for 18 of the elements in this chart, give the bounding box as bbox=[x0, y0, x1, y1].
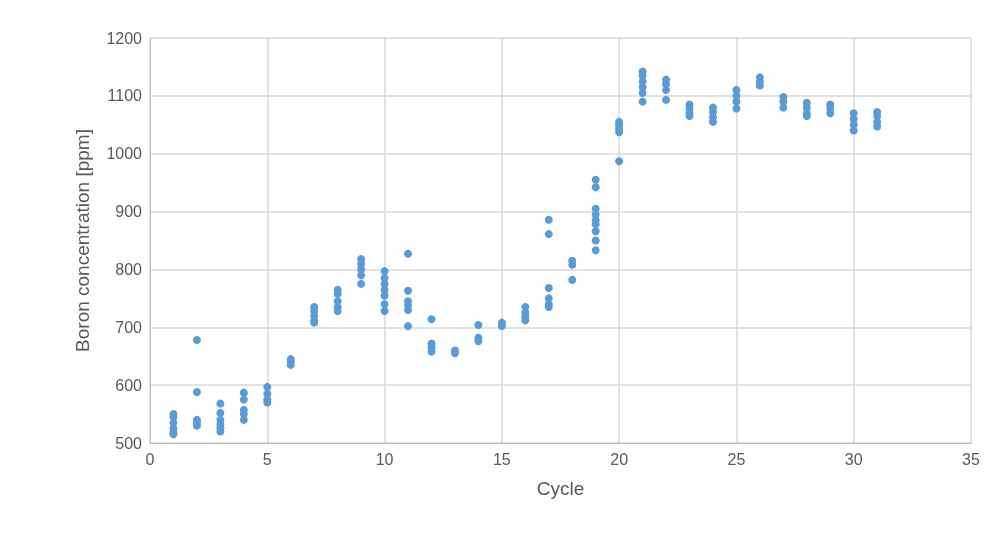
x-tick-label: 25 bbox=[727, 450, 746, 468]
x-tick-label: 0 bbox=[145, 450, 155, 468]
y-tick-label: 700 bbox=[115, 318, 143, 336]
y-tick-label: 500 bbox=[115, 434, 143, 452]
x-tick-label: 20 bbox=[610, 450, 629, 468]
x-tick-label: 30 bbox=[844, 450, 863, 468]
y-tick-label: 600 bbox=[115, 376, 143, 394]
x-tick-label: 15 bbox=[492, 450, 511, 468]
y-tick-label: 800 bbox=[115, 260, 143, 278]
y-tick-label: 1100 bbox=[107, 87, 143, 105]
x-tick-label: 35 bbox=[962, 450, 980, 468]
x-axis-title: Cycle bbox=[536, 478, 585, 499]
x-tick-label: 10 bbox=[375, 450, 394, 468]
y-axis-title: Boron concentration [ppm] bbox=[72, 129, 93, 352]
x-tick-label: 5 bbox=[262, 450, 272, 468]
y-tick-label: 900 bbox=[115, 203, 143, 221]
y-tick-label: 1200 bbox=[106, 29, 143, 47]
y-tick-label: 1000 bbox=[106, 145, 143, 163]
